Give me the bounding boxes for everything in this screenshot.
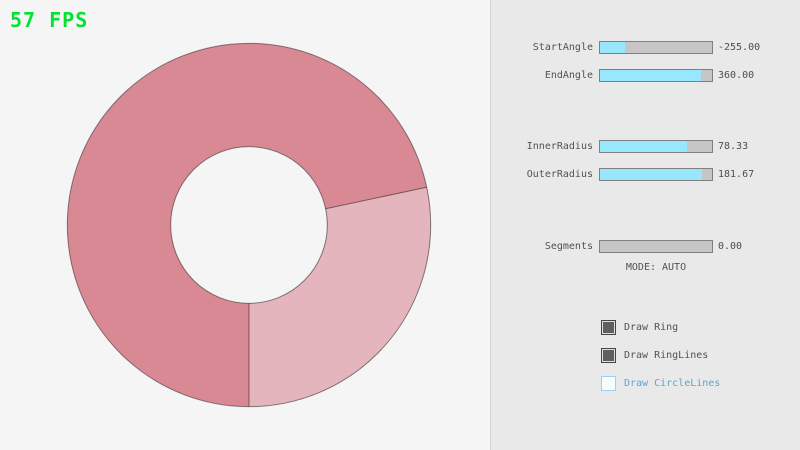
end-angle-value: 360.00 [718,70,755,81]
start-angle-value: -255.00 [718,42,761,53]
outer-radius-label: OuterRadius [526,169,593,180]
draw-ringlines-checkbox-label: Draw RingLines [624,350,709,361]
end-angle-label: EndAngle [544,70,593,81]
draw-ringlines-checkbox[interactable]: Draw RingLines [601,348,708,363]
end-angle-slider[interactable] [599,69,713,82]
draw-circlelines-checkbox[interactable]: Draw CircleLines [601,376,720,391]
outer-radius-slider-fill [600,169,702,180]
control-panel: StartAngle -255.00 EndAngle 360.00 Inner… [490,0,800,450]
inner-radius-label: InnerRadius [526,141,593,152]
draw-circlelines-checkbox-box[interactable] [601,376,616,391]
inner-radius-slider[interactable] [599,140,713,153]
fps-counter: 57 FPS [10,8,89,32]
end-angle-slider-fill [600,70,701,81]
outer-radius-slider[interactable] [599,168,713,181]
draw-ring-checkbox-label: Draw Ring [624,322,679,333]
segments-label: Segments [544,241,593,252]
segments-slider[interactable] [599,240,713,253]
outer-radius-value: 181.67 [718,169,755,180]
segments-mode-text: MODE: AUTO [625,262,687,273]
start-angle-slider-fill [600,42,625,53]
inner-radius-value: 78.33 [718,141,749,152]
draw-circlelines-checkbox-label: Draw CircleLines [624,378,721,389]
inner-radius-row: InnerRadius 78.33 [491,140,800,153]
segments-value: 0.00 [718,241,743,252]
start-angle-slider[interactable] [599,41,713,54]
start-angle-row: StartAngle -255.00 [491,41,800,54]
outer-radius-row: OuterRadius 181.67 [491,168,800,181]
start-angle-label: StartAngle [532,42,593,53]
ring-canvas [66,42,432,408]
draw-ringlines-checkbox-box[interactable] [601,348,616,363]
segments-row: Segments 0.00 [491,240,800,253]
draw-ring-checkbox-box[interactable] [601,320,616,335]
inner-radius-slider-fill [600,141,688,152]
end-angle-row: EndAngle 360.00 [491,69,800,82]
draw-ring-checkbox[interactable]: Draw Ring [601,320,678,335]
